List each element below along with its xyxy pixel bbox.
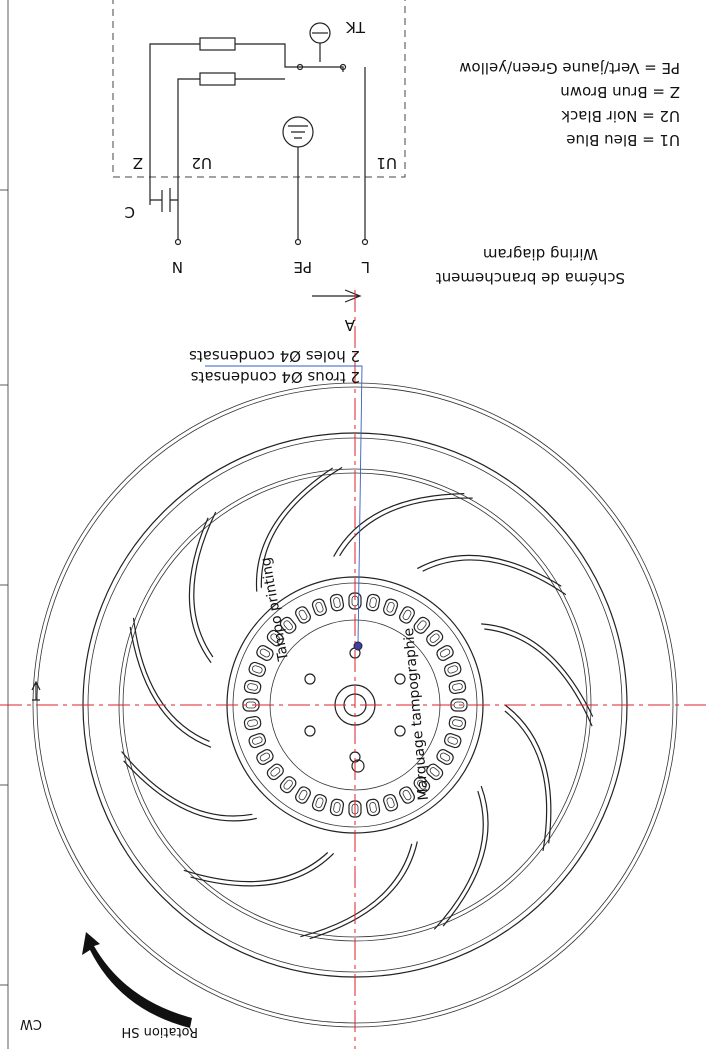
- fan-part: [311, 598, 328, 617]
- fan-part: [255, 748, 275, 766]
- fan-part: [398, 785, 416, 805]
- fan-part: [330, 594, 345, 612]
- fan-part: [265, 762, 285, 781]
- fan-part: [395, 674, 405, 684]
- drawing: TK U1 U2 Z C N PE L U1 = Bleu Blue U2 = …: [0, 0, 708, 1049]
- fan-part: [194, 512, 216, 657]
- fan-part: [505, 711, 547, 851]
- label-l: L: [361, 258, 370, 276]
- fan-part: [248, 732, 267, 749]
- fan-part: [382, 598, 399, 617]
- fan-part: [330, 798, 345, 816]
- wiring-legend: U1 = Bleu Blue U2 = Noir Black Z = Brun …: [436, 59, 680, 287]
- fan-part: [382, 793, 399, 812]
- fan-part: [333, 597, 341, 608]
- fan-part: [300, 844, 411, 937]
- fan-part: [130, 627, 211, 747]
- fan-part: [435, 748, 455, 766]
- note-en: 2 holes Ø4 condensats: [189, 347, 360, 365]
- fan-part: [425, 628, 445, 647]
- fan-part: [252, 736, 263, 745]
- fan-part: [439, 752, 451, 762]
- label-n: N: [172, 258, 183, 276]
- legend-line: U2 = Noir Black: [561, 107, 680, 125]
- fan-part: [398, 605, 416, 625]
- legend-line: PE = Vert/jaune Green/yellow: [459, 59, 680, 77]
- fan-part: [122, 752, 253, 816]
- fan-part: [366, 798, 381, 816]
- note-fr: 2 trous Ø4 condensats: [191, 368, 360, 386]
- fan-part: [434, 791, 483, 929]
- label-u2: U2: [191, 154, 212, 172]
- rotation-label: Rotation SH: [121, 1024, 198, 1039]
- fan-part: [315, 797, 324, 808]
- label-pe: PE: [293, 258, 312, 276]
- fan-part: [366, 594, 381, 612]
- fan-part: [184, 853, 328, 882]
- legend-line: U1 = Bleu Blue: [566, 131, 680, 149]
- fan-part: [247, 719, 258, 727]
- wiring-subtitle: Wiring diagram: [483, 245, 598, 263]
- fan-part: [435, 644, 455, 662]
- fan-part: [333, 802, 341, 813]
- fan-part: [447, 665, 458, 674]
- fan-part: [298, 789, 308, 801]
- label-u1: U1: [376, 154, 397, 172]
- fan-part: [248, 661, 267, 678]
- fan-part: [252, 665, 263, 674]
- fan-part: [255, 644, 275, 662]
- fan-part: [452, 683, 463, 691]
- fan-part: [315, 602, 324, 613]
- fan-part: [452, 719, 463, 727]
- fan-part: [259, 648, 271, 658]
- print-fr: Marquage tampographie: [401, 627, 432, 801]
- label-tk: TK: [345, 18, 366, 36]
- fan-part: [481, 624, 593, 717]
- fan-part: [448, 716, 466, 731]
- fan-part: [443, 732, 462, 749]
- label-c: C: [125, 203, 135, 221]
- fan-part: [259, 752, 271, 762]
- fan-part: [402, 789, 412, 801]
- rotation-direction: CW: [20, 1016, 42, 1031]
- fan-part: [334, 494, 465, 557]
- fan-part: [244, 716, 262, 731]
- fan-part: [294, 605, 312, 625]
- fan-part: [305, 674, 315, 684]
- fan-part: [305, 726, 315, 736]
- fan-part: [244, 680, 262, 695]
- fan-part: [505, 705, 551, 843]
- fan-part: [352, 760, 364, 772]
- section-marker: A: [312, 290, 360, 334]
- fan-part: [294, 785, 312, 805]
- fan-part: [369, 597, 377, 608]
- fan-part: [484, 629, 592, 726]
- print-en: Tampo printing: [258, 556, 292, 663]
- fan-part: [417, 555, 561, 586]
- fan-part: [386, 797, 395, 808]
- fan-part: [386, 602, 395, 613]
- rotation-indicator: Rotation SH CW: [20, 682, 198, 1039]
- fan-part: [311, 793, 328, 812]
- section-label: A: [344, 316, 355, 334]
- wiring-diagram: TK U1 U2 Z C N PE L: [113, 0, 405, 276]
- fan-part: [402, 609, 412, 621]
- fan-part: [443, 661, 462, 678]
- fan-part: [395, 726, 405, 736]
- fan-part: [439, 648, 451, 658]
- wiring-title: Schéma de branchement: [436, 269, 625, 287]
- fan-part: [447, 736, 458, 745]
- legend-line: Z = Brun Brown: [560, 83, 680, 101]
- label-z: Z: [133, 154, 143, 172]
- fan-part: [124, 761, 257, 821]
- fan-part: [369, 802, 377, 813]
- fan-part: [247, 683, 258, 691]
- fan-part: [310, 841, 418, 938]
- fan-part: [448, 680, 466, 695]
- frame: [0, 0, 8, 1049]
- fan-part: [298, 609, 308, 621]
- fan-part: [278, 775, 297, 795]
